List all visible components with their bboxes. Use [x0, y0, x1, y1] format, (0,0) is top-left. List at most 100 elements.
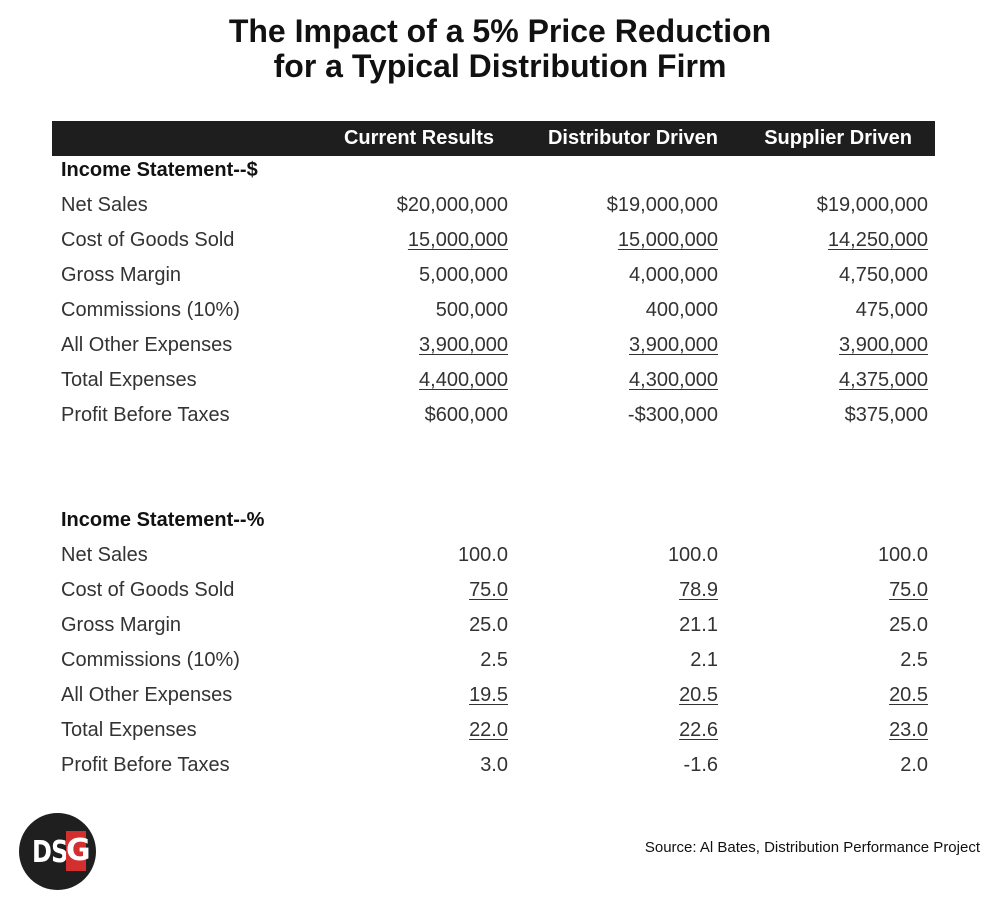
row-value: 20.5 — [728, 684, 928, 707]
row-value: 3.0 — [308, 754, 508, 777]
table-row: All Other Expenses 19.5 20.5 20.5 — [0, 682, 1000, 717]
cell-value: 100.0 — [877, 544, 928, 566]
table-row: Total Expenses 4,400,000 4,300,000 4,375,00… — [0, 367, 1000, 402]
table-row: Gross Margin 25.0 21.1 25.0 — [0, 612, 1000, 647]
row-value: 4,000,000 — [518, 264, 718, 287]
row-value: 25.0 — [728, 614, 928, 637]
row-label: Total Expenses — [61, 719, 197, 741]
cell-value: $19,000,000 — [606, 194, 718, 216]
cell-value: 3,900,000 — [419, 334, 508, 356]
cell-value: 3,900,000 — [839, 334, 928, 356]
source-note: Source: Al Bates, Distribution Performan… — [644, 839, 980, 856]
cell-value: 4,750,000 — [839, 264, 928, 286]
row-label: Cost of Goods Sold — [61, 229, 235, 251]
cell-value: 20.5 — [679, 684, 718, 706]
row-value: 4,375,000 — [728, 369, 928, 392]
cell-value: 75.0 — [889, 579, 928, 601]
row-value: 75.0 — [728, 579, 928, 602]
row-value: 400,000 — [518, 299, 718, 322]
dsg-logo: DS G — [19, 813, 96, 890]
row-value: 21.1 — [518, 614, 718, 637]
cell-value: 100.0 — [667, 544, 718, 566]
cell-value: $19,000,000 — [816, 194, 928, 216]
cell-value: 4,300,000 — [629, 369, 718, 391]
table-row: Commissions (10%) 2.5 2.1 2.5 — [0, 647, 1000, 682]
row-label: Gross Margin — [61, 264, 182, 286]
cell-value: 78.9 — [679, 579, 718, 601]
cell-value: 2.5 — [480, 649, 508, 671]
row-value: 475,000 — [728, 299, 928, 322]
table-row: Net Sales 100.0 100.0 100.0 — [0, 542, 1000, 577]
title-line-1: The Impact of a 5% Price Reduction — [228, 13, 772, 49]
column-header-distributor: Distributor Driven — [547, 127, 718, 149]
row-value: $20,000,000 — [308, 194, 508, 217]
cell-value: 4,375,000 — [839, 369, 928, 391]
cell-value: 25.0 — [469, 614, 508, 636]
row-value: $375,000 — [728, 404, 928, 427]
table-row: Profit Before Taxes $600,000 -$300,000 $375… — [0, 402, 1000, 437]
cell-value: 25.0 — [889, 614, 928, 636]
row-label: Commissions (10%) — [61, 649, 240, 671]
row-value: 2.0 — [728, 754, 928, 777]
row-value: 78.9 — [518, 579, 718, 602]
cell-value: 2.1 — [690, 649, 718, 671]
row-value: 2.5 — [728, 649, 928, 672]
section-title: Income Statement--% — [61, 509, 265, 531]
table-row: Net Sales $20,000,000 $19,000,000 $19,000,0… — [0, 192, 1000, 227]
cell-value: $375,000 — [844, 404, 928, 426]
row-value: 15,000,000 — [518, 229, 718, 252]
cell-value: -1.6 — [683, 754, 718, 776]
cell-value: 19.5 — [469, 684, 508, 706]
cell-value: 75.0 — [469, 579, 508, 601]
row-label: Net Sales — [61, 194, 148, 216]
cell-value: 400,000 — [645, 299, 718, 321]
row-value: $19,000,000 — [518, 194, 718, 217]
cell-value: 475,000 — [855, 299, 928, 321]
cell-value: 15,000,000 — [407, 229, 508, 251]
cell-value: -$300,000 — [627, 404, 718, 426]
cell-value: 500,000 — [435, 299, 508, 321]
cell-value: 22.0 — [469, 719, 508, 741]
table-row: Commissions (10%) 500,000 400,000 475,000 — [0, 297, 1000, 332]
row-value: 22.6 — [518, 719, 718, 742]
section-title: Income Statement--$ — [61, 159, 258, 181]
row-value: -1.6 — [518, 754, 718, 777]
table-header: Current Results Distributor Driven Suppl… — [52, 121, 935, 156]
row-value: $19,000,000 — [728, 194, 928, 217]
table-row: All Other Expenses 3,900,000 3,900,000 3,90… — [0, 332, 1000, 367]
table-row: Total Expenses 22.0 22.6 23.0 — [0, 717, 1000, 752]
title-line-2: for a Typical Distribution Firm — [273, 48, 727, 84]
cell-value: 2.0 — [900, 754, 928, 776]
cell-value: 20.5 — [889, 684, 928, 706]
table-row: Cost of Goods Sold 75.0 78.9 75.0 — [0, 577, 1000, 612]
row-value: 3,900,000 — [518, 334, 718, 357]
row-value: 2.5 — [308, 649, 508, 672]
row-value: 4,750,000 — [728, 264, 928, 287]
cell-value: 5,000,000 — [419, 264, 508, 286]
cell-value: $600,000 — [424, 404, 508, 426]
row-value: $600,000 — [308, 404, 508, 427]
row-value: 5,000,000 — [308, 264, 508, 287]
table-row: Gross Margin 5,000,000 4,000,000 4,750,000 — [0, 262, 1000, 297]
section-heading: Income Statement--$ — [0, 157, 1000, 192]
row-label: Net Sales — [61, 544, 148, 566]
row-value: 100.0 — [728, 544, 928, 567]
row-value: 19.5 — [308, 684, 508, 707]
row-label: Profit Before Taxes — [61, 404, 230, 426]
section-heading: Income Statement--% — [0, 507, 1000, 542]
row-label: Cost of Goods Sold — [61, 579, 235, 601]
row-value: 3,900,000 — [308, 334, 508, 357]
row-value: 4,300,000 — [518, 369, 718, 392]
page-title: The Impact of a 5% Price Reduction for a… — [0, 14, 1000, 84]
cell-value: 3,900,000 — [629, 334, 718, 356]
row-value: 100.0 — [518, 544, 718, 567]
cell-value: 14,250,000 — [827, 229, 928, 251]
row-value: 500,000 — [308, 299, 508, 322]
row-value: 22.0 — [308, 719, 508, 742]
cell-value: 21.1 — [679, 614, 718, 636]
row-value: 75.0 — [308, 579, 508, 602]
row-label: Total Expenses — [61, 369, 197, 391]
row-label: Profit Before Taxes — [61, 754, 230, 776]
row-value: -$300,000 — [518, 404, 718, 427]
row-value: 3,900,000 — [728, 334, 928, 357]
